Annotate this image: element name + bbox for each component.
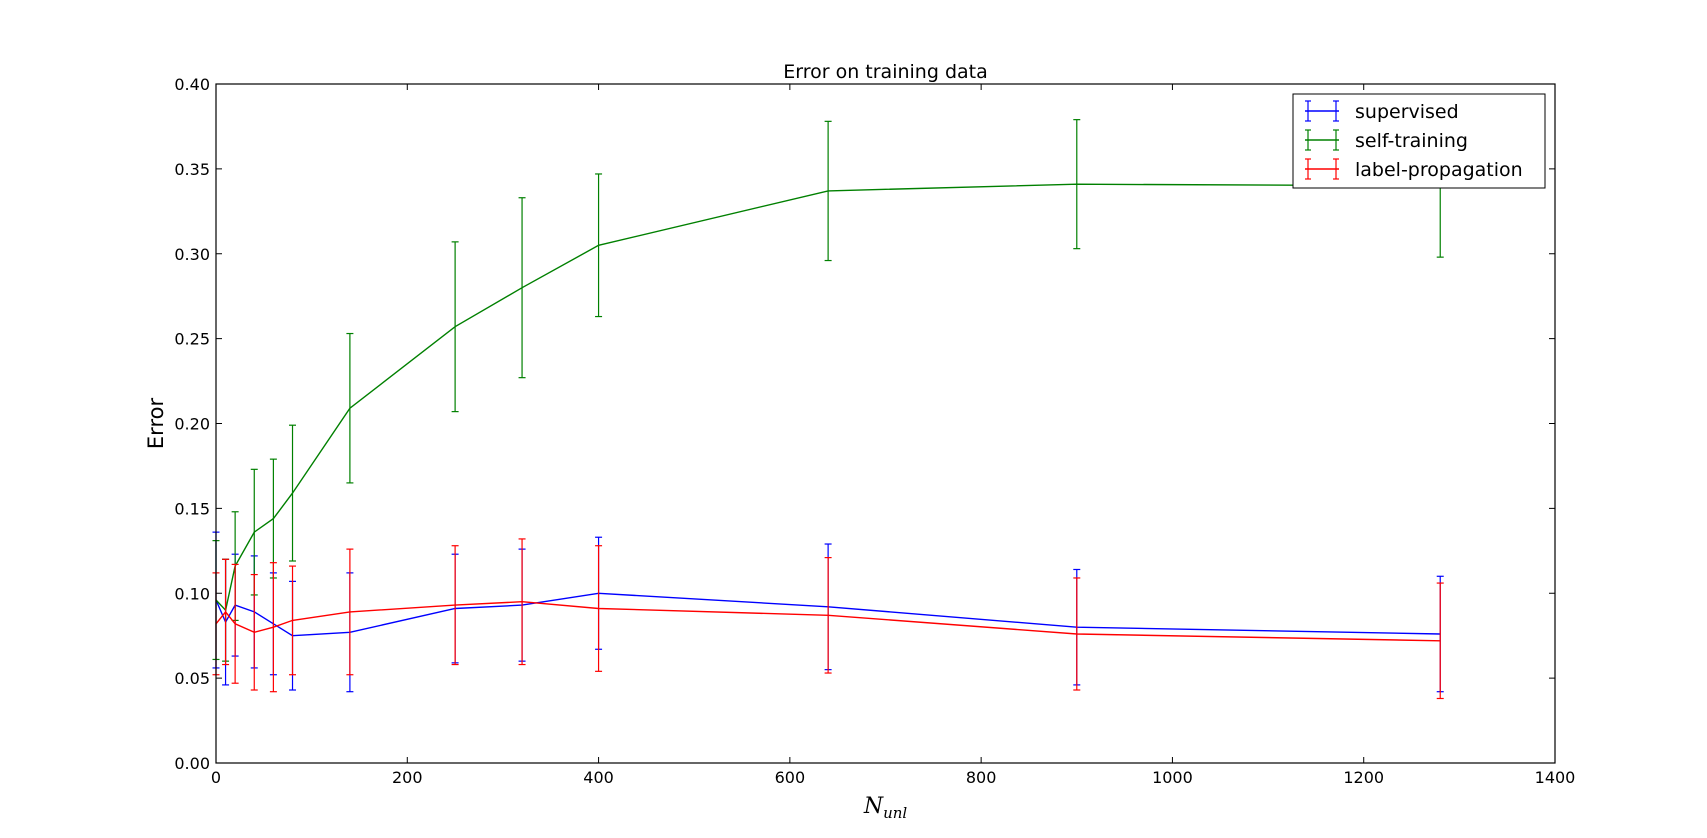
error-bar: [451, 241, 459, 413]
x-tick-label: 0: [211, 768, 221, 787]
error-bar: [1073, 119, 1081, 250]
legend-item-supervised: supervised: [1305, 100, 1459, 123]
x-tick-label: 1000: [1152, 768, 1193, 787]
y-tick-label: 0.20: [174, 415, 210, 434]
legend-item-self-training: self-training: [1305, 129, 1468, 152]
legend-label: self-training: [1355, 130, 1468, 152]
error-bar: [269, 458, 277, 579]
error-bar: [269, 562, 277, 693]
y-tick-label: 0.35: [174, 160, 210, 179]
y-tick-label: 0.00: [174, 754, 210, 773]
error-bar: [518, 197, 526, 379]
legend-frame: [1292, 93, 1546, 189]
error-bar: [222, 558, 230, 666]
x-axis-label-subscript: unl: [883, 804, 907, 822]
error-bar: [824, 557, 832, 674]
y-tick-label: 0.40: [174, 75, 210, 94]
y-axis-label: Error: [144, 398, 168, 450]
y-tick-label: 0.05: [174, 669, 210, 688]
error-bar: [595, 545, 603, 672]
series-label-propagation: [212, 538, 1444, 700]
ticks-layer: 0 200 400 600 800 1000 1200 1400 0.00 0.05 0.10 0.1…: [174, 75, 1575, 787]
x-tick-label: 1400: [1535, 768, 1576, 787]
error-bar: [346, 548, 354, 676]
y-tick-label: 0.10: [174, 584, 210, 603]
error-bar: [250, 573, 258, 691]
error-bar: [451, 545, 459, 666]
legend-label: label-propagation: [1355, 159, 1523, 181]
error-bar: [289, 565, 297, 676]
chart-title: Error on training data: [783, 61, 988, 83]
x-tick-label: 400: [583, 768, 614, 787]
x-tick-label: 1200: [1343, 768, 1384, 787]
error-bar: [289, 424, 297, 562]
series-layer: [212, 113, 1444, 700]
error-bar: [518, 538, 526, 666]
error-bar: [1436, 582, 1444, 700]
x-tick-label: 600: [775, 768, 806, 787]
y-tick-label: 0.15: [174, 499, 210, 518]
legend: supervised self-training label-propagation: [1292, 93, 1546, 189]
error-bar: [346, 332, 354, 484]
x-axis-label-base: N: [863, 794, 884, 819]
error-bar: [595, 173, 603, 318]
error-bar: [1073, 577, 1081, 691]
x-tick-label: 800: [966, 768, 997, 787]
x-tick-label: 200: [392, 768, 423, 787]
legend-item-label-propagation: label-propagation: [1305, 158, 1523, 181]
legend-label: supervised: [1355, 101, 1459, 123]
error-bar: [824, 120, 832, 262]
x-axis-label: Nunl: [863, 794, 908, 822]
error-bar: [231, 563, 239, 684]
y-tick-label: 0.30: [174, 245, 210, 264]
y-tick-label: 0.25: [174, 330, 210, 349]
